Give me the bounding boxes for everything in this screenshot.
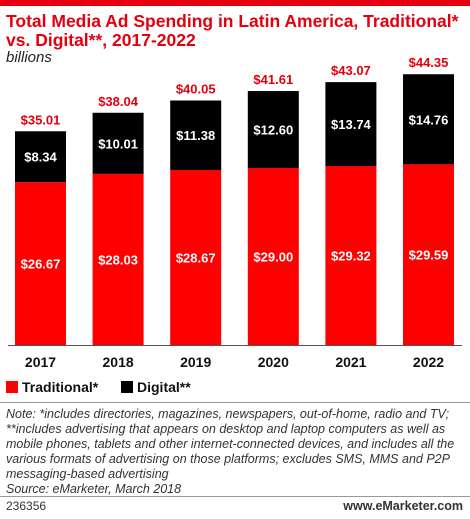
total-label-2017: $35.01 bbox=[21, 112, 61, 127]
legend-label-traditional: Traditional* bbox=[22, 379, 99, 395]
legend-item-traditional: Traditional* bbox=[6, 379, 98, 395]
chart-subtitle: billions bbox=[6, 49, 52, 66]
data-label-digital-2018: $10.01 bbox=[98, 136, 138, 151]
legend-swatch-digital bbox=[121, 381, 133, 393]
x-tick-label-2020: 2020 bbox=[258, 354, 289, 370]
note-separator bbox=[0, 402, 470, 403]
total-label-2022: $44.35 bbox=[409, 55, 449, 70]
chart-note: Note: *includes directories, magazines, … bbox=[6, 407, 466, 497]
source-text: Source: eMarketer, March 2018 bbox=[6, 482, 182, 496]
bar-digital-2019 bbox=[170, 100, 222, 170]
data-label-traditional-2021: $29.32 bbox=[331, 249, 371, 264]
data-label-digital-2020: $12.60 bbox=[253, 122, 293, 137]
total-label-2018: $38.04 bbox=[98, 94, 139, 109]
footer-separator bbox=[0, 496, 470, 497]
total-label-2019: $40.05 bbox=[176, 81, 216, 96]
x-tick-label-2021: 2021 bbox=[335, 354, 366, 370]
x-tick-label-2022: 2022 bbox=[413, 354, 444, 370]
legend-swatch-traditional bbox=[6, 381, 18, 393]
bar-traditional-2019 bbox=[170, 169, 222, 345]
data-label-digital-2017: $8.34 bbox=[24, 150, 57, 165]
note-text: Note: *includes directories, magazines, … bbox=[6, 407, 455, 481]
bar-digital-2022 bbox=[403, 74, 454, 165]
data-label-digital-2019: $11.38 bbox=[176, 128, 215, 143]
chart-id: 236356 bbox=[6, 499, 47, 513]
bar-traditional-2020 bbox=[247, 167, 299, 345]
bar-traditional-2018 bbox=[92, 173, 144, 345]
data-label-traditional-2017: $26.67 bbox=[21, 257, 61, 272]
data-label-digital-2021: $13.74 bbox=[331, 117, 372, 132]
top-accent-bar bbox=[0, 0, 470, 6]
x-tick-label-2018: 2018 bbox=[103, 354, 134, 370]
data-label-digital-2022: $14.76 bbox=[409, 112, 449, 127]
stacked-bar-chart: $26.67 $8.34 $35.01 2017 $28.03 $10.01 $38.04 2… bbox=[8, 55, 462, 370]
legend-label-digital: Digital** bbox=[137, 379, 191, 395]
bar-digital-2017 bbox=[15, 131, 66, 183]
x-tick-label-2019: 2019 bbox=[180, 354, 211, 370]
data-label-traditional-2018: $28.03 bbox=[98, 252, 138, 267]
bar-traditional-2021 bbox=[325, 166, 377, 345]
chart-title: Total Media Ad Spending in Latin America… bbox=[6, 11, 459, 50]
bar-digital-2018 bbox=[92, 112, 144, 174]
bar-digital-2020 bbox=[247, 91, 299, 168]
brand-link[interactable]: www.eMarketer.com bbox=[343, 499, 463, 513]
data-label-traditional-2022: $29.59 bbox=[409, 248, 449, 263]
x-tick-label-2017: 2017 bbox=[25, 354, 56, 370]
total-label-2020: $41.61 bbox=[253, 72, 293, 87]
total-label-2021: $43.07 bbox=[331, 63, 371, 78]
bar-traditional-2022 bbox=[403, 164, 454, 345]
data-label-traditional-2019: $28.67 bbox=[176, 250, 216, 265]
data-label-traditional-2020: $29.00 bbox=[253, 249, 293, 264]
legend-item-digital: Digital** bbox=[121, 379, 191, 395]
bar-digital-2021 bbox=[325, 82, 377, 167]
bar-traditional-2017 bbox=[15, 182, 66, 345]
